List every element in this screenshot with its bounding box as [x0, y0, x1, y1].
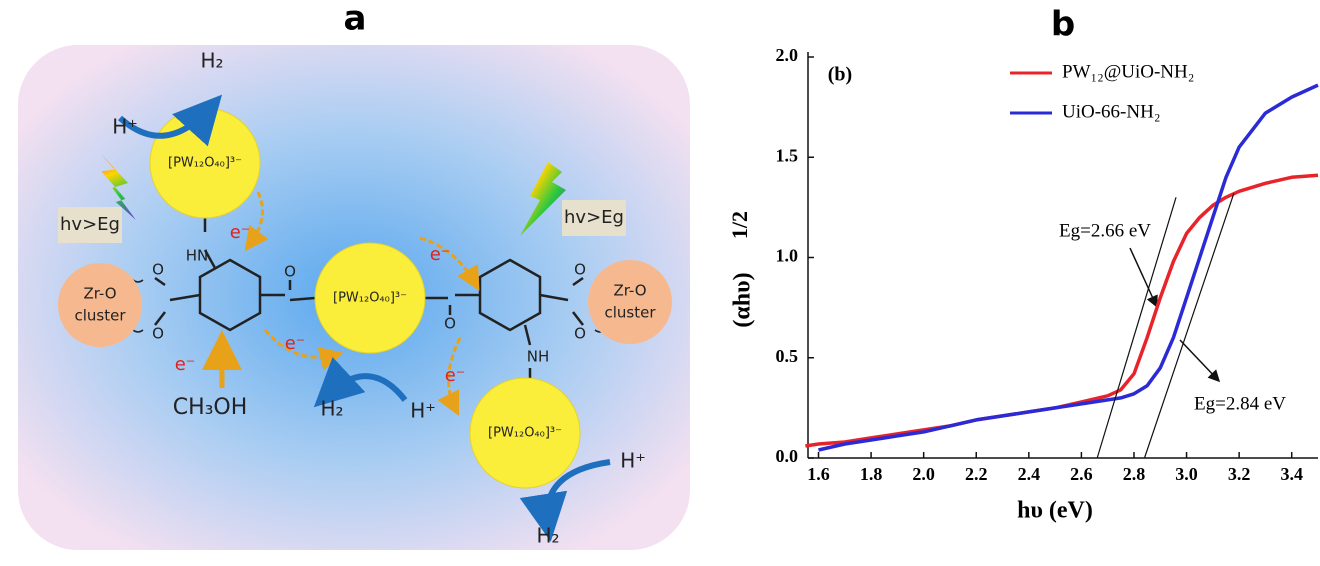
- electron: e⁻: [285, 333, 306, 354]
- electron: e⁻: [430, 244, 451, 265]
- pom-circle: [469, 377, 581, 489]
- x-tick-label: 3.4: [1280, 464, 1303, 484]
- panel-a: a O O O O O O HN NH [PW₁₂O₄₀]³⁻ [PW₁₂O₄₀…: [18, 0, 690, 550]
- hydrogen-arrows: [118, 94, 611, 542]
- pom-label: [PW₁₂O₄₀]³⁻: [168, 156, 242, 171]
- x-tick-label: 2.0: [912, 464, 935, 484]
- panel-title: a: [344, 0, 367, 39]
- proton: H⁺: [410, 399, 436, 423]
- x-tick-label: 2.2: [965, 464, 988, 484]
- amine: NH: [527, 348, 550, 366]
- cluster-label: Zr-O: [613, 282, 646, 300]
- y-tick-label: 0.5: [776, 346, 799, 366]
- amine: HN: [186, 247, 209, 265]
- annotation: Eg=2.66 eV: [1059, 220, 1151, 241]
- cluster-label: cluster: [74, 307, 126, 325]
- proton: H⁺: [620, 449, 646, 473]
- x-axis-label: hυ (eV): [1017, 498, 1093, 524]
- panel-b: b (b) hυ (eV) (αhυ) 1/2 Eg=2.66 eV Eg=2.…: [727, 5, 1319, 524]
- y-tick-label: 2.0: [776, 45, 799, 65]
- x-tick-label: 3.2: [1228, 464, 1251, 484]
- pom-circle: [314, 242, 426, 354]
- fit-line: [1096, 197, 1177, 459]
- pom-label: [PW₁₂O₄₀]³⁻: [488, 426, 562, 441]
- chart-title: b: [1051, 5, 1075, 45]
- legend-label: PW₁₂@UiO-NH₂: [1062, 61, 1194, 82]
- light-bolt: [520, 162, 566, 236]
- y-axis-exponent: 1/2: [727, 211, 752, 239]
- y-axis-label: (αhυ): [730, 272, 756, 327]
- atom: O: [444, 315, 456, 333]
- legend-label: UiO-66-NH₂: [1062, 101, 1160, 122]
- atom: O: [574, 325, 586, 343]
- x-tick-label: 2.4: [1018, 464, 1041, 484]
- x-tick-label: 2.6: [1070, 464, 1093, 484]
- light-label: hv>Eg: [60, 214, 120, 235]
- light-label: hv>Eg: [564, 207, 624, 228]
- hydrogen: H₂: [320, 397, 343, 421]
- electron: e⁻: [175, 354, 196, 375]
- electron: e⁻: [445, 365, 466, 386]
- x-tick-label: 1.8: [860, 464, 883, 484]
- cluster-label: cluster: [604, 304, 656, 322]
- light-bolt: [101, 154, 136, 220]
- light-box: [562, 200, 626, 236]
- x-tick-label: 1.6: [807, 464, 830, 484]
- cluster-circle: [58, 263, 142, 347]
- hydrogen: H₂: [536, 524, 559, 548]
- light-box: [58, 207, 122, 243]
- x-tick-label: 3.0: [1175, 464, 1198, 484]
- annotation-arrow: [1129, 247, 1158, 308]
- electron-paths: [244, 191, 480, 417]
- series-line: [818, 83, 1319, 452]
- cluster-circle: [588, 260, 672, 344]
- x-tick-label: 2.8: [1123, 464, 1146, 484]
- pom-label: [PW₁₂O₄₀]³⁻: [333, 291, 407, 306]
- proton: H⁺: [112, 115, 138, 139]
- y-tick-label: 1.0: [776, 246, 799, 266]
- fit-line: [1143, 193, 1235, 459]
- annotation-arrow: [1179, 339, 1221, 383]
- hydrogen: H₂: [200, 49, 223, 73]
- atom: O: [152, 261, 164, 279]
- panel-label: (b): [828, 64, 852, 86]
- series-line: [805, 173, 1319, 448]
- electron: e⁻: [230, 222, 251, 243]
- annotation: Eg=2.84 eV: [1194, 393, 1286, 414]
- atom: O: [152, 325, 164, 343]
- cluster-label: Zr-O: [83, 285, 116, 303]
- sacrificial-agent: CH₃OH: [173, 395, 248, 420]
- y-tick-label: 0.0: [776, 446, 799, 466]
- y-tick-label: 1.5: [776, 145, 799, 165]
- atom: O: [574, 261, 586, 279]
- atom: O: [284, 263, 296, 281]
